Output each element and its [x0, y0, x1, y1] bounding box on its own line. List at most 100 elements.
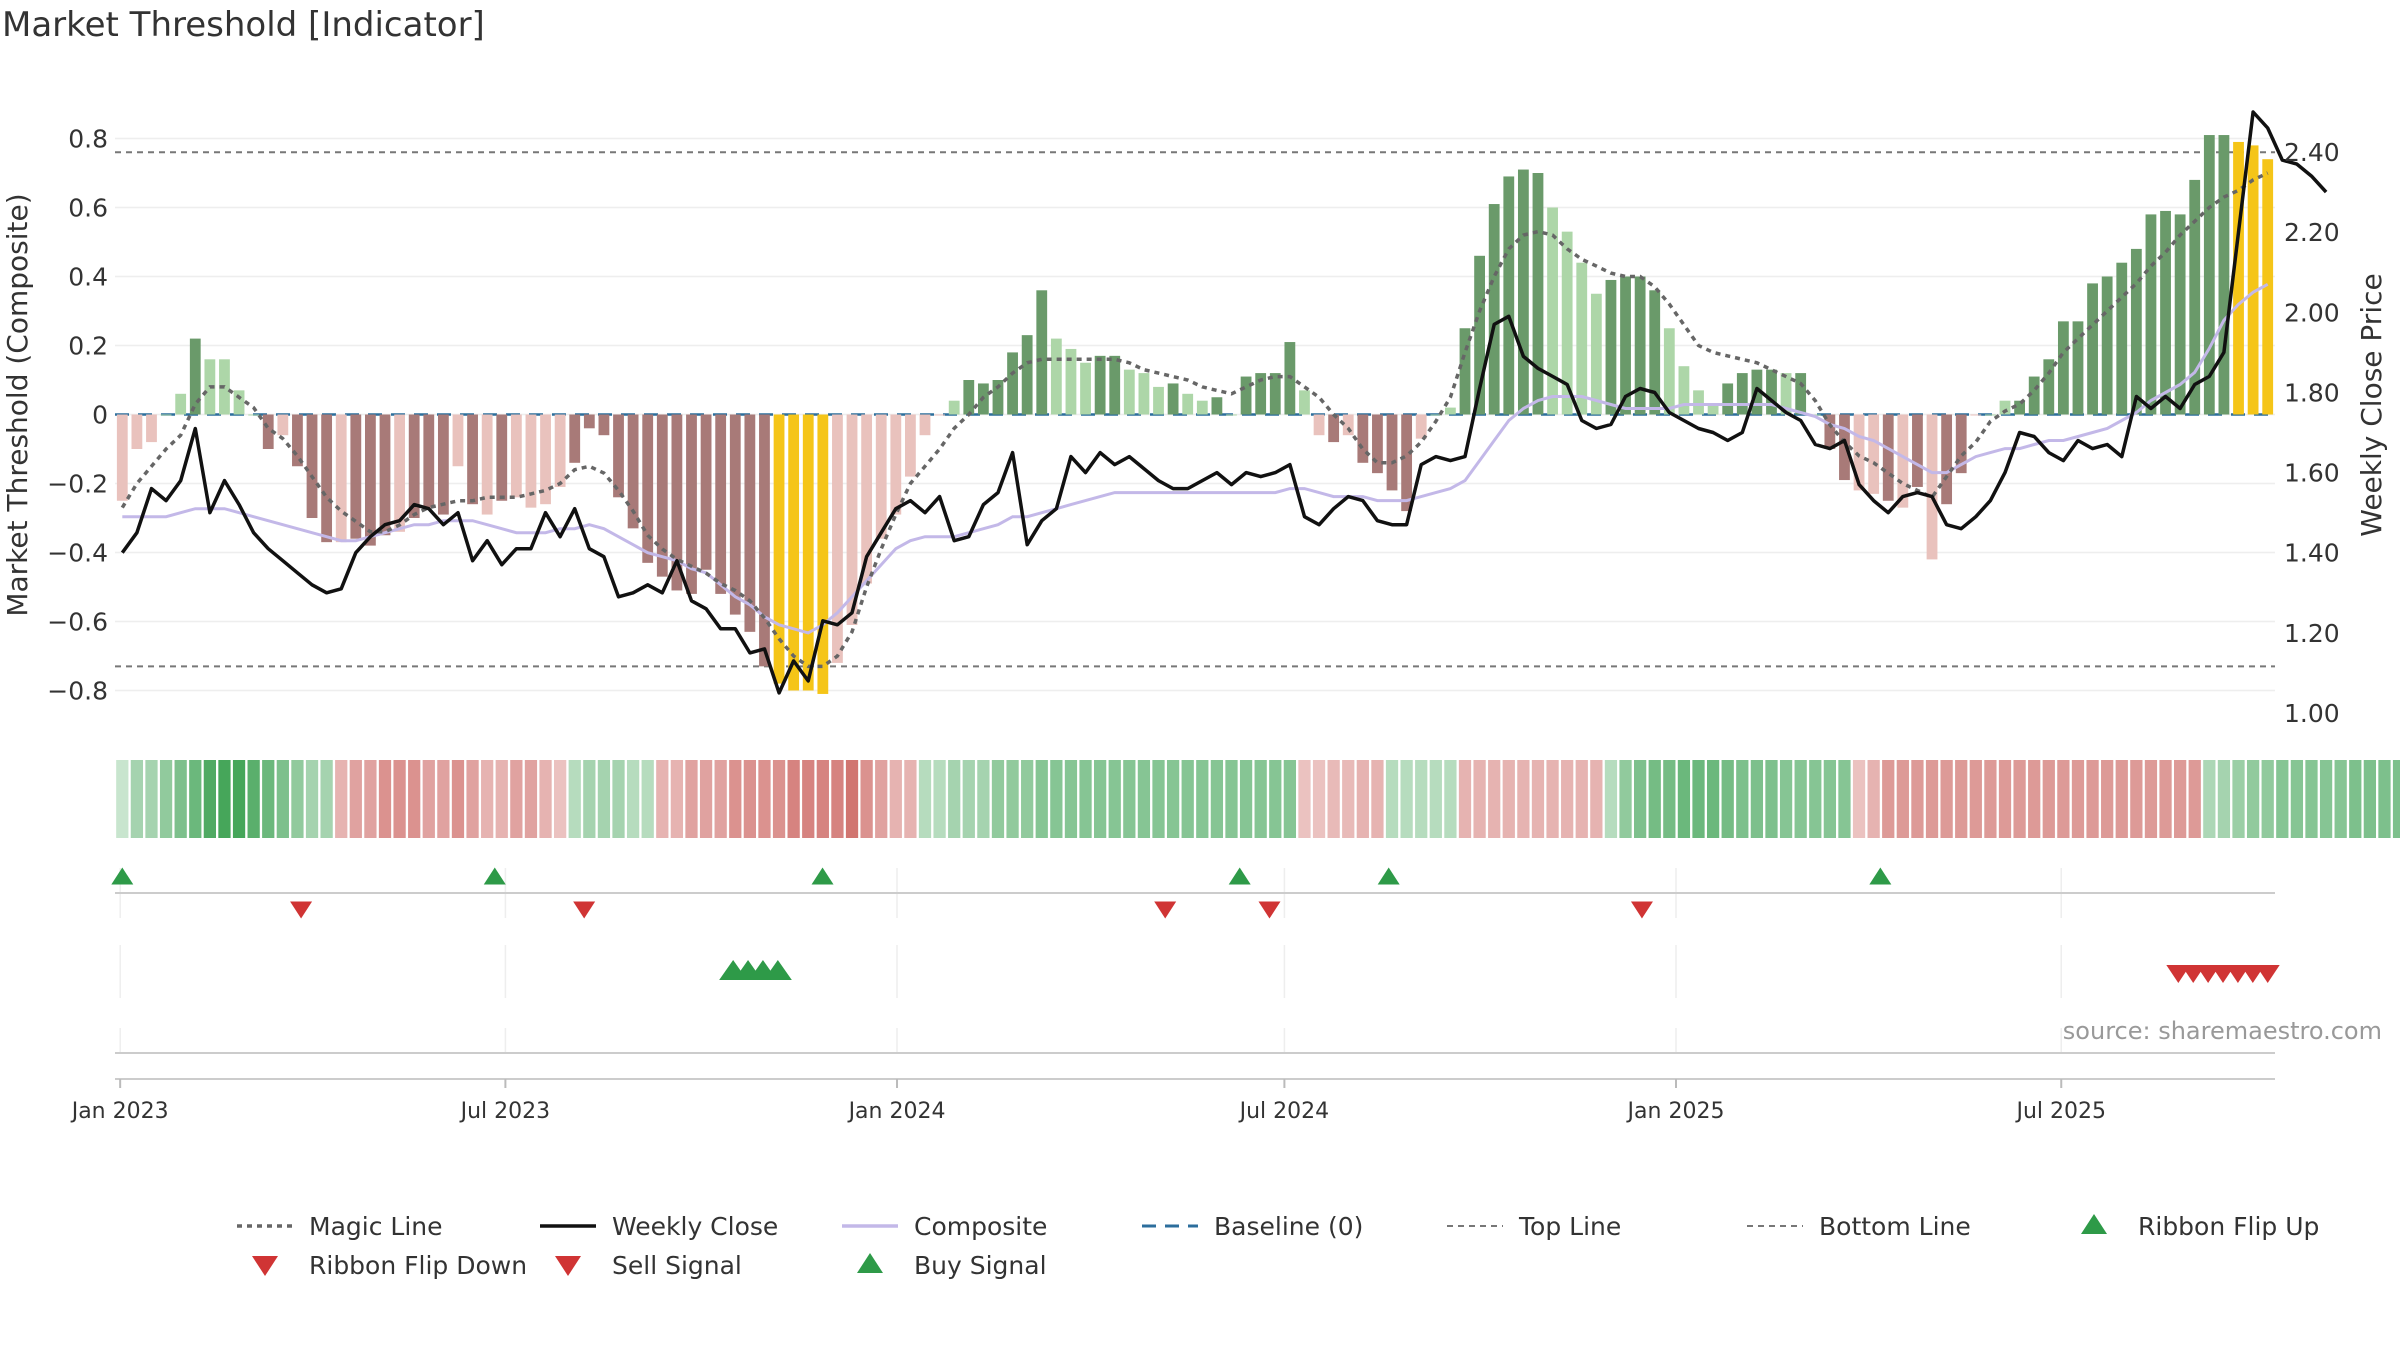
ribbon-cell [1969, 760, 1982, 838]
signal-panel [119, 945, 2280, 1053]
ribbon-cell [510, 760, 523, 838]
composite-bar [540, 414, 551, 505]
ribbon-cell [1677, 760, 1691, 838]
composite-bar [1240, 376, 1252, 415]
ribbon-cell [524, 760, 538, 838]
composite-bar [773, 414, 785, 684]
composite-bar [1780, 373, 1792, 415]
ribbon-cell [1385, 760, 1399, 838]
ribbon-cell [758, 760, 771, 838]
x-tick-label: Jan 2025 [1626, 1099, 1725, 1124]
composite-bar [160, 414, 172, 416]
composite-bar [1182, 393, 1194, 415]
ribbon-cell [305, 760, 319, 838]
legend-item: Composite [842, 1212, 1047, 1241]
ribbon-cell [1152, 760, 1165, 838]
ribbon-cell [2276, 760, 2289, 838]
ribbon-cell [1079, 760, 1092, 838]
ribbon-cell [1896, 760, 1909, 838]
buy-signal-marker [763, 960, 792, 980]
composite-bar [1080, 362, 1091, 415]
ribbon-cell [1531, 760, 1545, 838]
legend: Magic Line Weekly Close Composite Baseline … [237, 1212, 2319, 1280]
ribbon-cell [1239, 760, 1253, 838]
ribbon-cell [203, 760, 216, 838]
composite-bar [1897, 414, 1909, 508]
composite-bar [1649, 290, 1661, 415]
composite-bar [1007, 352, 1018, 415]
ribbon-cell [1940, 760, 1953, 838]
ribbon-flip-up-marker [1228, 867, 1251, 885]
legend-item: Sell Signal [555, 1251, 742, 1280]
ribbon-cell [408, 760, 421, 838]
ribbon-cell [1663, 760, 1676, 838]
ribbon-cell [1736, 760, 1749, 838]
ribbon-cell [1911, 760, 1924, 838]
ribbon-cell [1298, 760, 1311, 838]
composite-bar [1707, 404, 1719, 415]
composite-bar [1620, 276, 1631, 415]
composite-bar [1634, 276, 1646, 415]
ribbon-cell [1750, 760, 1764, 838]
composite-bar [131, 414, 143, 449]
ribbon-cell [2203, 760, 2216, 838]
composite-bar [1678, 366, 1690, 415]
ribbon-cell [1546, 760, 1559, 838]
composite-bar [116, 414, 128, 501]
ribbon-cell [1502, 760, 1515, 838]
composite-bar [1547, 207, 1558, 415]
magic-line [120, 171, 2269, 669]
composite-bar [1576, 262, 1588, 415]
legend-label: Ribbon Flip Down [309, 1251, 527, 1280]
ribbon-cell [1210, 760, 1224, 838]
y-right-tick-label: 1.20 [2284, 619, 2340, 648]
ribbon-cell [320, 760, 333, 838]
composite-bar [1605, 279, 1617, 415]
ribbon-cell [991, 760, 1005, 838]
ribbon-cell [1488, 760, 1501, 838]
ribbon-cell [1648, 760, 1661, 838]
ribbon-cell [729, 760, 742, 838]
ribbon-cell [1123, 760, 1136, 838]
ribbon-flip-up-marker [811, 867, 834, 885]
legend-label: Weekly Close [612, 1212, 778, 1241]
ribbon-cell [554, 760, 567, 838]
composite-bar [408, 414, 420, 518]
y-right-tick-label: 1.60 [2284, 459, 2340, 488]
ribbon-cell [1561, 760, 1574, 838]
ribbon-cell [2101, 760, 2114, 838]
composite-bar [321, 414, 333, 543]
ribbon-cell [1225, 760, 1238, 838]
composite-bar [846, 414, 858, 625]
composite-bar [2072, 321, 2084, 415]
composite-bar [1313, 414, 1325, 436]
ribbon-cell [2290, 760, 2304, 838]
composite-bar [2247, 145, 2259, 415]
composite-bar [1357, 414, 1369, 463]
composite-bar [1590, 293, 1602, 415]
ribbon-cell [597, 760, 611, 838]
ribbon-cell [1779, 760, 1793, 838]
composite-bar [948, 400, 960, 415]
composite-bar [277, 414, 289, 436]
composite-bar [802, 414, 814, 691]
ribbon-cell [904, 760, 917, 838]
ribbon-cell [1166, 760, 1180, 838]
ribbon-cell [568, 760, 581, 838]
ribbon-cell [2013, 760, 2026, 838]
right-axis: 2.40 2.20 2.00 1.80 1.60 1.40 1.20 1.00 [2284, 138, 2340, 728]
ribbon-cell [714, 760, 727, 838]
legend-label: Bottom Line [1819, 1212, 1971, 1241]
ribbon-cell [116, 760, 129, 838]
y-axis-label: Market Threshold (Composite) [1, 193, 34, 616]
ribbon-cell [1604, 760, 1618, 838]
composite-bar [1196, 400, 1208, 415]
composite-bar [627, 414, 639, 529]
composite-bar [1299, 390, 1310, 415]
ribbon-cell [1867, 760, 1880, 838]
composite-bar [1985, 414, 1996, 416]
ribbon-cell [656, 760, 669, 838]
composite-bar [1445, 407, 1456, 415]
y-right-tick-label: 1.40 [2284, 539, 2340, 568]
legend-item: Baseline (0) [1142, 1212, 1363, 1241]
